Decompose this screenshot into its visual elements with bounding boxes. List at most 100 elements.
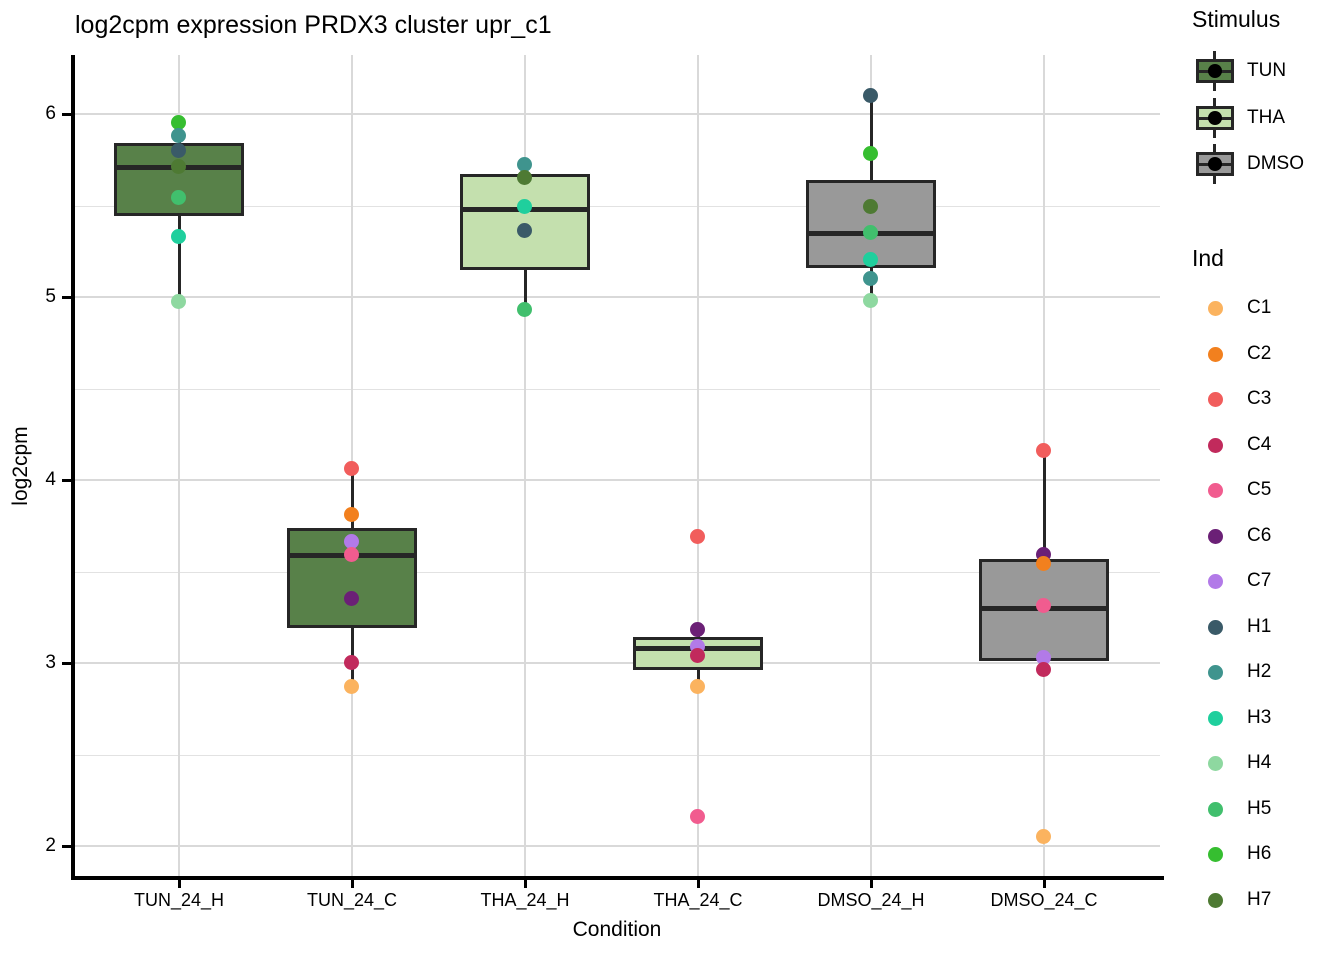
y-tick-label-4: 4 xyxy=(45,469,56,490)
y-tick-label-3: 3 xyxy=(45,652,56,673)
data-point-TUN_24_H-H2 xyxy=(171,128,186,143)
gridline-minor-y-2.5 xyxy=(75,755,1160,756)
legend-ind-label-H1: H1 xyxy=(1247,615,1272,637)
data-point-DMSO_24_C-C5 xyxy=(1036,598,1051,613)
gridline-major-y-6 xyxy=(75,113,1160,115)
data-point-DMSO_24_H-H1 xyxy=(863,88,878,103)
boxplot-box-THA_24_H xyxy=(460,174,590,270)
x-tick-label-DMSO_24_C: DMSO_24_C xyxy=(990,890,1098,910)
gridline-x-THA_24_C xyxy=(697,55,699,876)
legend-stimulus-key-point-TUN xyxy=(1208,64,1222,78)
legend-ind-label-H2: H2 xyxy=(1247,661,1272,682)
gridline-major-y-2 xyxy=(75,845,1160,847)
legend-ind-label-H4: H4 xyxy=(1247,752,1272,773)
y-tick-6 xyxy=(62,113,71,116)
data-point-TUN_24_H-H7 xyxy=(171,159,186,174)
x-tick-THA_24_H xyxy=(524,880,527,888)
legend-ind-label-H6: H6 xyxy=(1247,843,1272,864)
data-point-THA_24_H-H3 xyxy=(517,199,532,214)
data-point-THA_24_H-H1 xyxy=(517,223,532,238)
data-point-THA_24_H-H7 xyxy=(517,170,532,185)
data-point-TUN_24_C-C1 xyxy=(344,679,359,694)
data-point-DMSO_24_H-H5 xyxy=(863,225,878,240)
y-tick-label-2: 2 xyxy=(45,835,56,856)
data-point-TUN_24_H-H6 xyxy=(171,115,186,130)
x-tick-label-TUN_24_H: TUN_24_H xyxy=(133,890,225,910)
data-point-TUN_24_C-C4 xyxy=(344,655,359,670)
data-point-DMSO_24_C-C3 xyxy=(1036,443,1051,458)
data-point-THA_24_C-C6 xyxy=(690,622,705,637)
gridline-major-y-4 xyxy=(75,479,1160,481)
data-point-DMSO_24_H-H3 xyxy=(863,252,878,267)
legend-ind-dot-H4 xyxy=(1208,756,1223,771)
data-point-DMSO_24_H-H6 xyxy=(863,146,878,161)
legend-ind-dot-H1 xyxy=(1208,619,1223,635)
y-tick-2 xyxy=(62,845,71,848)
data-point-DMSO_24_C-C1 xyxy=(1036,829,1051,844)
x-tick-TUN_24_H xyxy=(178,880,181,888)
legend-ind-dot-H3 xyxy=(1208,710,1223,726)
gridline-minor-y-4.5 xyxy=(75,389,1160,390)
legend-stimulus-label-DMSO: DMSO xyxy=(1247,153,1304,174)
data-point-TUN_24_H-H5 xyxy=(171,190,186,205)
legend-ind-dot-H7 xyxy=(1208,892,1223,908)
data-point-TUN_24_C-C5 xyxy=(344,547,359,562)
legend-ind-dot-C2 xyxy=(1208,346,1223,362)
data-point-DMSO_24_H-H4 xyxy=(863,293,878,308)
data-point-TUN_24_C-C3 xyxy=(344,461,359,476)
x-axis-title: Condition xyxy=(572,918,662,941)
legend-ind-label-C7: C7 xyxy=(1247,570,1272,591)
legend-ind-label-C4: C4 xyxy=(1247,433,1272,455)
gridline-x-DMSO_24_H xyxy=(870,55,872,876)
legend-ind-label-C6: C6 xyxy=(1247,524,1272,546)
legend-ind-dot-C7 xyxy=(1208,574,1223,589)
data-point-TUN_24_C-C2 xyxy=(344,507,359,522)
legend-ind-title: Ind xyxy=(1192,245,1224,271)
x-axis-line xyxy=(71,876,1164,880)
gridline-minor-y-3.5 xyxy=(75,572,1160,573)
legend-stimulus-label-TUN: TUN xyxy=(1247,60,1287,81)
x-tick-label-THA_24_C: THA_24_C xyxy=(653,890,743,910)
data-point-THA_24_C-C1 xyxy=(690,679,705,694)
data-point-THA_24_C-C3 xyxy=(690,529,705,544)
x-tick-DMSO_24_H xyxy=(870,880,873,888)
legend-ind-dot-C3 xyxy=(1208,392,1223,407)
legend-stimulus-key-point-DMSO xyxy=(1208,157,1222,171)
data-point-THA_24_H-H2 xyxy=(517,157,532,172)
x-tick-DMSO_24_C xyxy=(1043,880,1046,888)
x-tick-TUN_24_C xyxy=(351,880,354,888)
data-point-TUN_24_C-C7 xyxy=(344,534,359,549)
y-tick-label-6: 6 xyxy=(45,103,56,124)
chart-title: log2cpm expression PRDX3 cluster upr_c1 xyxy=(75,11,552,39)
data-point-DMSO_24_C-C4 xyxy=(1036,662,1051,677)
x-tick-label-DMSO_24_H: DMSO_24_H xyxy=(817,890,925,910)
y-axis-line xyxy=(71,55,75,880)
legend-ind-dot-C5 xyxy=(1208,483,1223,498)
data-point-DMSO_24_H-H2 xyxy=(863,271,878,286)
legend-ind-dot-H6 xyxy=(1208,847,1223,862)
data-point-THA_24_C-C5 xyxy=(690,809,705,824)
data-point-TUN_24_H-H3 xyxy=(171,229,186,244)
legend-ind-label-C1: C1 xyxy=(1247,297,1272,318)
y-tick-label-5: 5 xyxy=(45,286,56,307)
x-tick-label-THA_24_H: THA_24_H xyxy=(480,890,570,910)
legend-ind-dot-C1 xyxy=(1208,301,1223,316)
data-point-TUN_24_H-H4 xyxy=(171,294,186,309)
legend-ind-label-C3: C3 xyxy=(1247,388,1272,409)
gridline-x-THA_24_H xyxy=(524,55,526,876)
data-point-DMSO_24_C-C2 xyxy=(1036,556,1051,571)
legend-ind-label-H5: H5 xyxy=(1247,797,1272,819)
legend-ind-dot-H2 xyxy=(1208,665,1223,680)
gridline-major-y-3 xyxy=(75,662,1160,664)
legend-ind-dot-C6 xyxy=(1208,528,1223,544)
legend-stimulus-key-point-THA xyxy=(1208,110,1222,125)
data-point-DMSO_24_H-H7 xyxy=(863,199,878,214)
x-tick-label-TUN_24_C: TUN_24_C xyxy=(306,890,398,910)
legend-ind-dot-C4 xyxy=(1208,437,1223,453)
data-point-TUN_24_H-H1 xyxy=(171,143,186,158)
legend-ind-label-H7: H7 xyxy=(1247,888,1272,910)
y-tick-5 xyxy=(62,296,71,299)
x-tick-THA_24_C xyxy=(697,880,700,888)
